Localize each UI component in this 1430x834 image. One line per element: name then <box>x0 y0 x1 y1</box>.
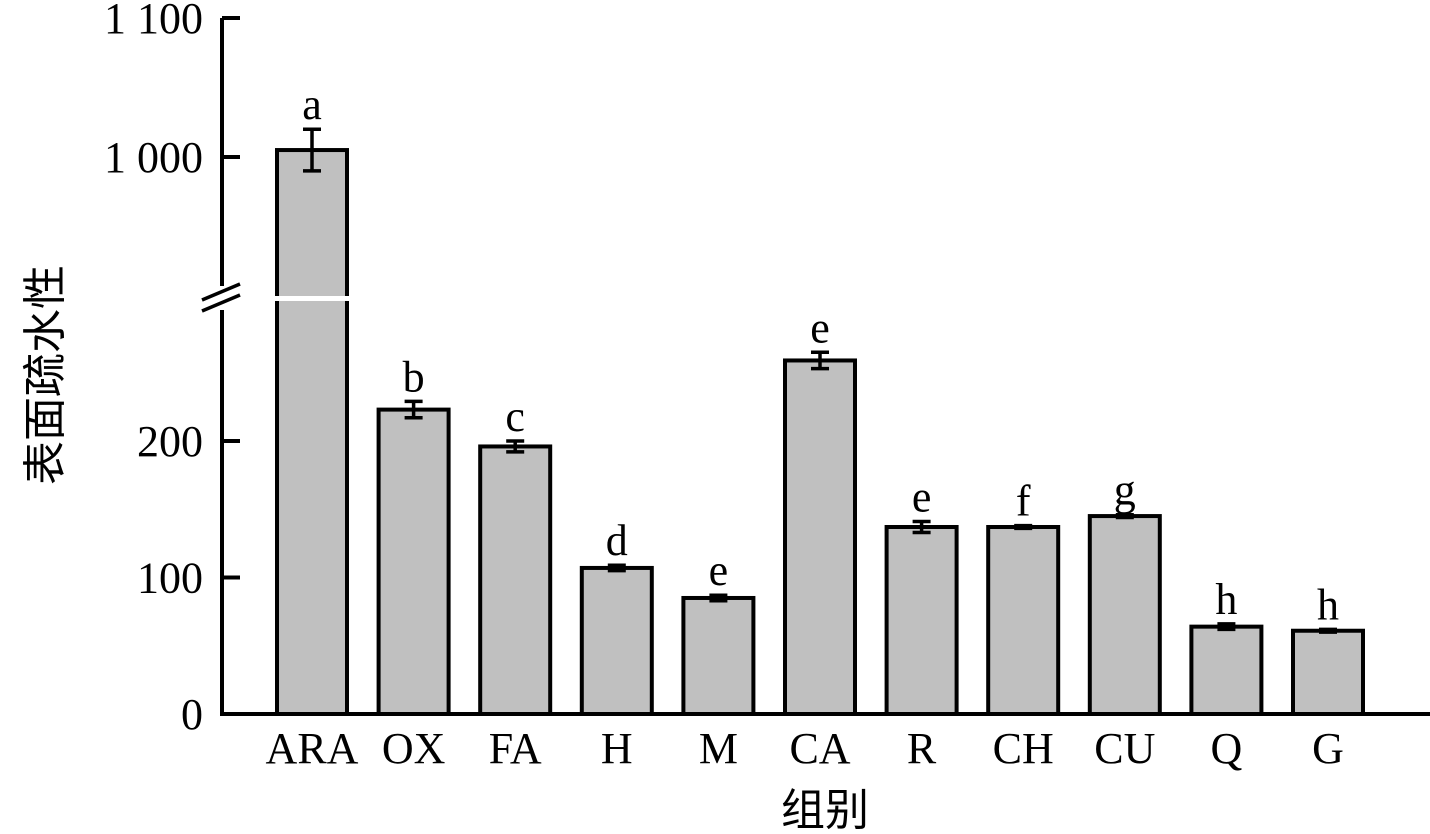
error-bar-q <box>1217 622 1236 632</box>
significance-label-g: h <box>1317 580 1339 629</box>
y-tick-label: 200 <box>137 417 203 466</box>
bar-cu <box>1087 514 1162 717</box>
x-tick-label-r: R <box>907 724 937 773</box>
error-bar-m <box>709 593 728 603</box>
error-bar-r <box>912 519 931 535</box>
y-tick-label: 1 100 <box>104 0 203 43</box>
y-tick-label: 100 <box>137 554 203 603</box>
error-bar-g <box>1319 627 1337 634</box>
bar-r <box>884 524 959 716</box>
x-tick-label-g: G <box>1312 724 1344 773</box>
x-tick-label-m: M <box>699 724 738 773</box>
bar-ox <box>376 407 451 716</box>
error-bar-cu <box>1115 512 1134 520</box>
y-tick-label: 1 000 <box>104 133 203 182</box>
x-tick-label-q: Q <box>1211 724 1243 773</box>
error-bar-ch <box>1014 523 1033 531</box>
axes-group: ARA OX FA H M CA R CH CU Q G 0 100 200 1 000 1 100 <box>104 0 1430 773</box>
bar-m <box>681 595 756 716</box>
error-bar-ara <box>303 127 321 173</box>
error-bar-ca <box>811 350 829 371</box>
bar-ch <box>986 524 1061 716</box>
y-axis-title: 表面疏水性 <box>21 265 70 485</box>
significance-label-ara: a <box>302 80 322 129</box>
significance-label-cu: g <box>1114 466 1136 515</box>
significance-label-ca: e <box>810 303 830 352</box>
x-tick-label-ox: OX <box>382 724 446 773</box>
bar-q <box>1189 624 1264 717</box>
bar-break-gap <box>274 296 350 301</box>
x-tick-label-cu: CU <box>1094 724 1155 773</box>
significance-label-h: d <box>606 516 628 565</box>
bar-ca <box>783 358 857 716</box>
x-tick-label-ch: CH <box>993 724 1054 773</box>
error-bar-ox <box>404 399 423 420</box>
significance-label-r: e <box>912 473 932 522</box>
significance-label-q: h <box>1215 575 1237 624</box>
x-axis-title: 组别 <box>781 786 869 834</box>
significance-label-ch: f <box>1016 477 1031 526</box>
x-tick-label-h: H <box>601 724 633 773</box>
error-bar-fa <box>506 439 525 454</box>
significance-label-fa: c <box>505 392 525 441</box>
x-tick-label-fa: FA <box>489 724 542 773</box>
bar-h <box>579 565 654 716</box>
bar-g <box>1291 628 1365 716</box>
bar-fa <box>478 444 553 716</box>
y-axis-break-mark <box>201 282 241 313</box>
y-tick-label: 0 <box>181 690 203 739</box>
significance-label-m: e <box>709 546 729 595</box>
x-tick-label-ara: ARA <box>266 724 359 773</box>
bars-group: a b c d e e e f g h h <box>274 80 1365 717</box>
bar-ara <box>275 148 349 717</box>
significance-label-ox: b <box>403 352 425 401</box>
error-bar-h <box>607 563 626 573</box>
x-tick-label-ca: CA <box>789 724 850 773</box>
